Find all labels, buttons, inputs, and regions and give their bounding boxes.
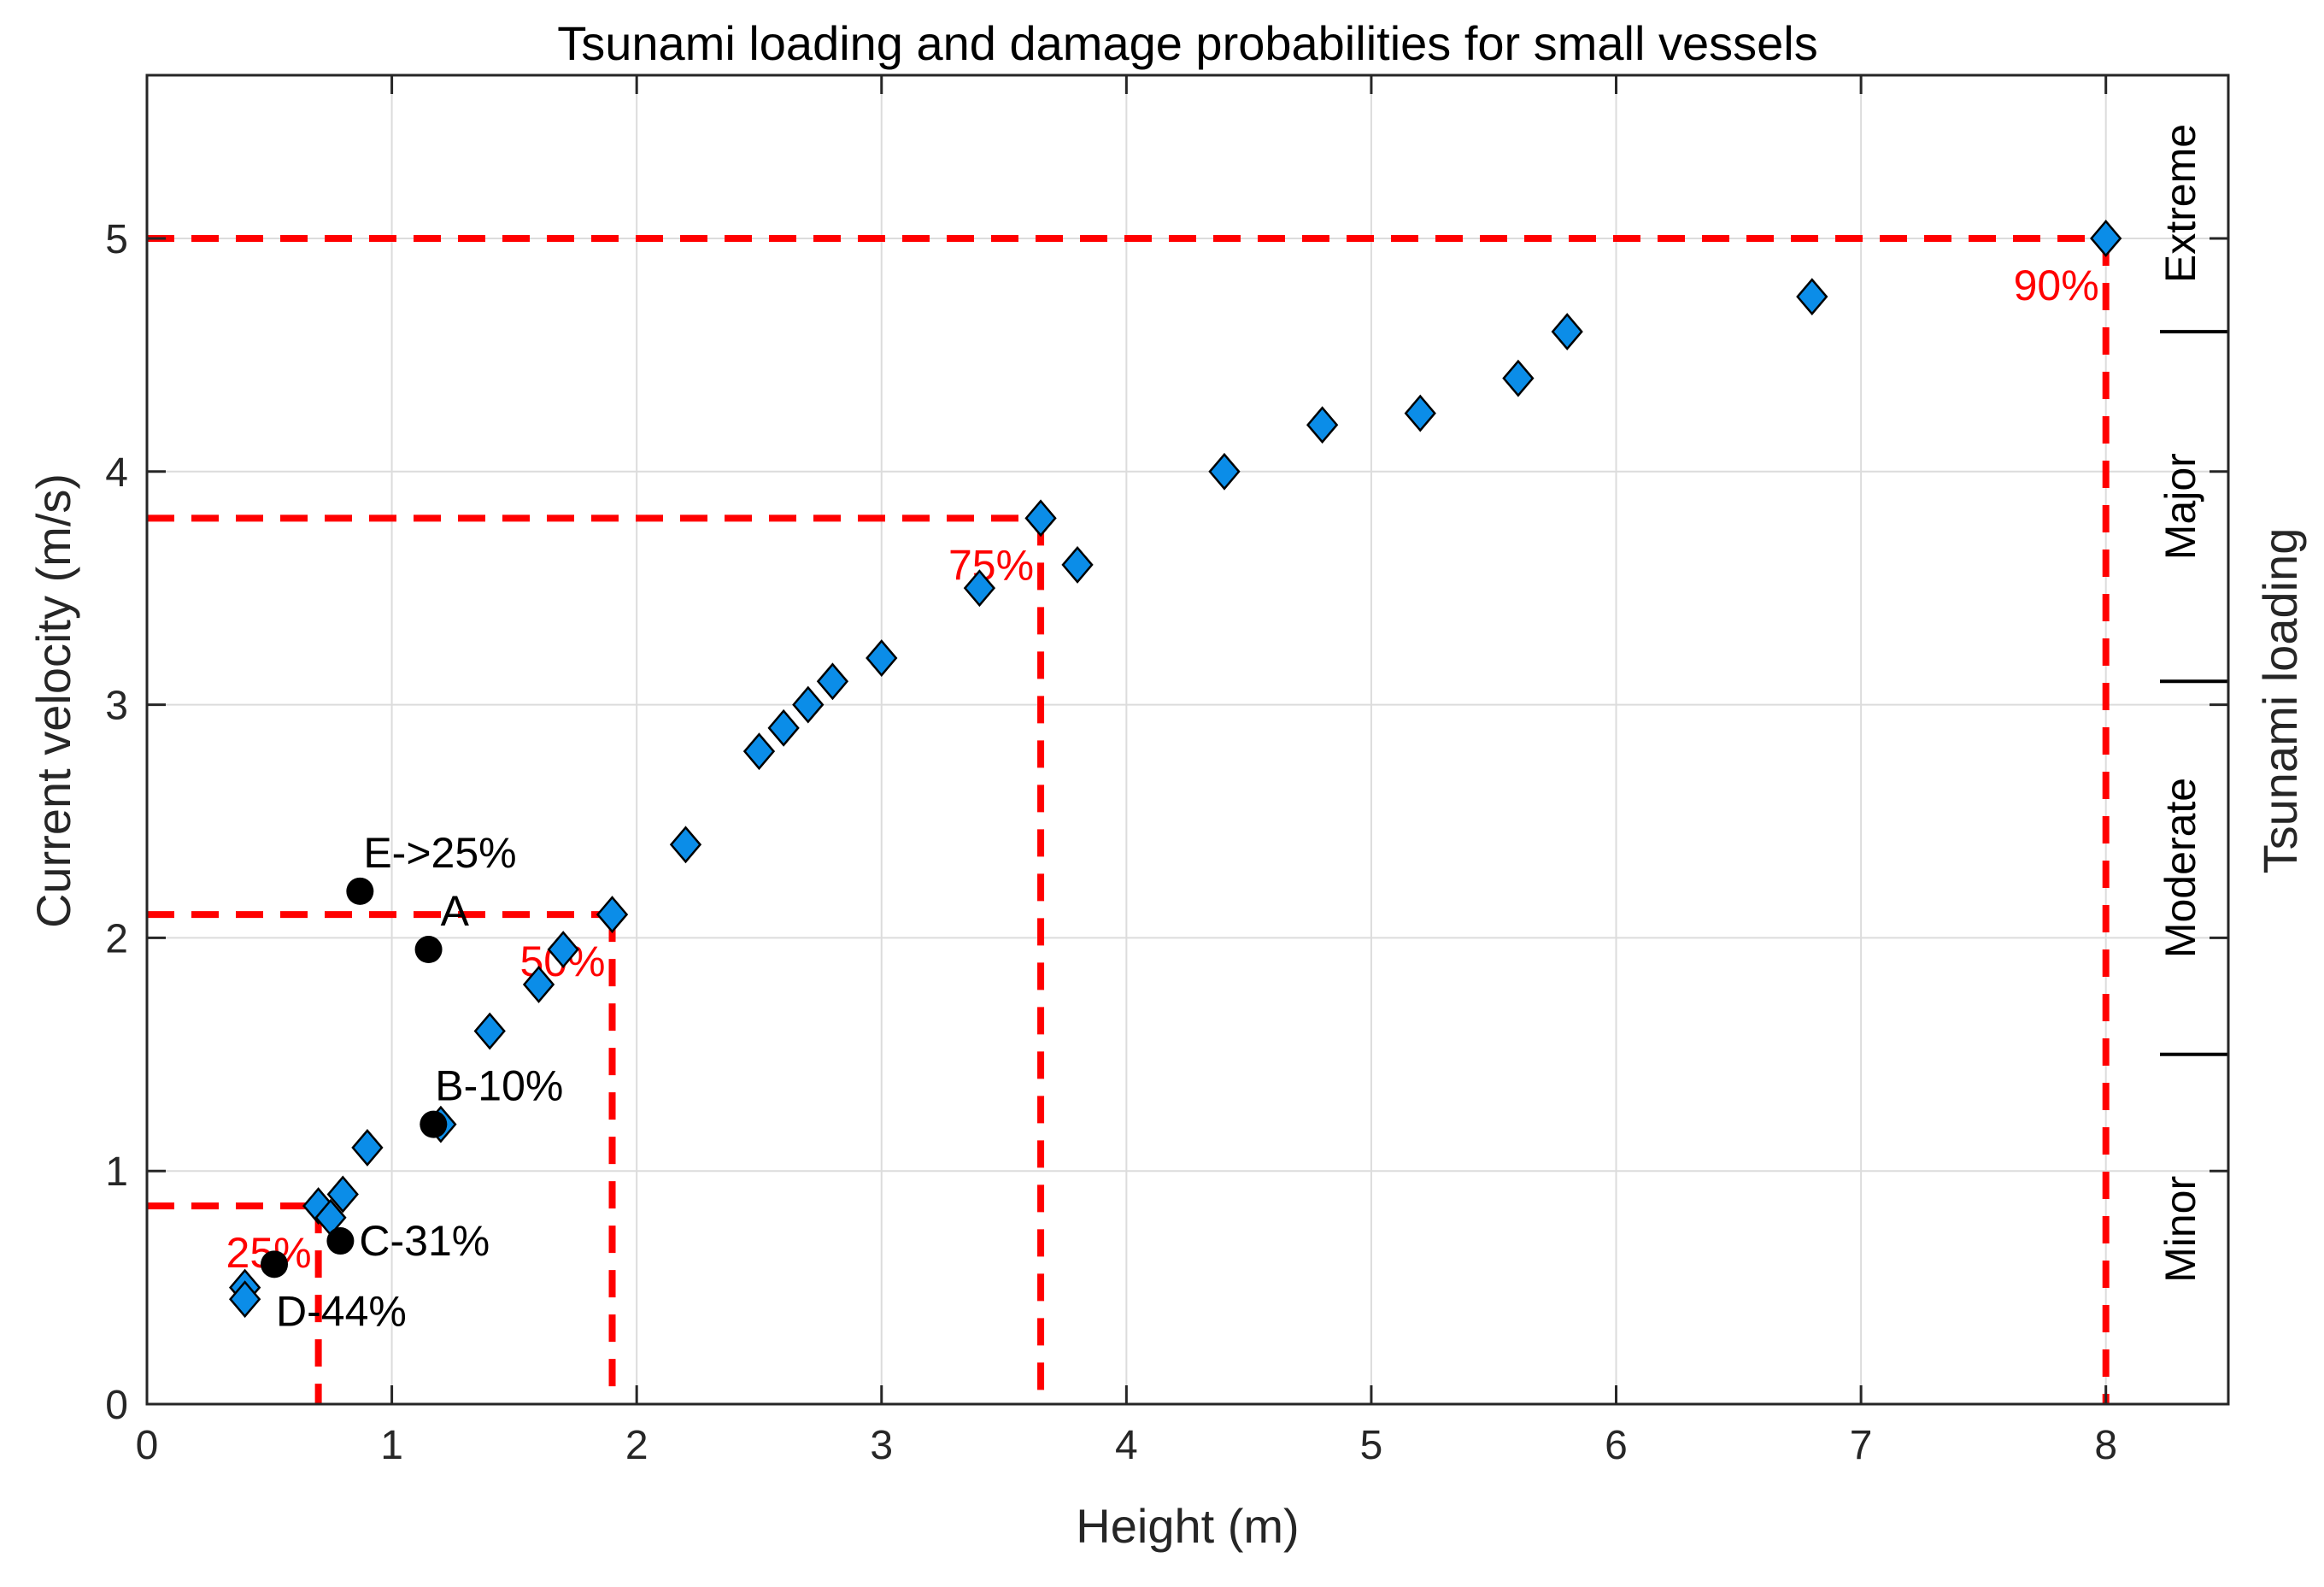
band-label-minor: Minor [2157, 1176, 2204, 1283]
diamond-marker [1404, 394, 1436, 432]
loading-bands: Minor Moderate Major Extreme [2157, 124, 2228, 1283]
x-tick-label: 8 [2094, 1423, 2117, 1468]
dot-marker [420, 1110, 448, 1138]
x-tick-label: 0 [136, 1423, 159, 1468]
diamond-marker [1306, 406, 1339, 444]
x-tick-label: 2 [625, 1423, 648, 1468]
x-tick-label: 3 [870, 1423, 893, 1468]
diamond-marker [1024, 499, 1057, 538]
x-axis-title: Height (m) [1076, 1499, 1299, 1553]
diamond-marker [351, 1128, 384, 1167]
band-label-extreme: Extreme [2157, 124, 2204, 283]
diamond-marker [228, 1280, 261, 1319]
x-tick-label: 7 [1850, 1423, 1873, 1468]
threshold-label: 75% [948, 541, 1034, 589]
plot-frame [145, 73, 2230, 1406]
case-label: C-31% [359, 1217, 490, 1265]
diamond-marker [742, 732, 776, 771]
band-label-major: Major [2157, 453, 2204, 560]
y-tick-label: 2 [105, 916, 128, 961]
case-label: E->25% [363, 829, 516, 877]
x-tick-label: 1 [380, 1423, 403, 1468]
dot-marker [346, 877, 374, 905]
diamond-marker [473, 1012, 506, 1050]
y-tick-label: 5 [105, 217, 128, 262]
y-tick-label: 1 [105, 1149, 128, 1195]
band-label-moderate: Moderate [2157, 778, 2204, 958]
diamond-marker [596, 896, 629, 934]
right-axis-title: Tsunami loading [2253, 528, 2307, 874]
diamond-marker [792, 685, 825, 724]
diamond-marker [963, 569, 996, 608]
diamond-marker [1061, 545, 1094, 584]
diamond-marker [866, 639, 898, 677]
chart-title: Tsunami loading and damage probabilities… [557, 16, 1817, 70]
diamond-marker [816, 662, 849, 701]
x-tick-label: 4 [1115, 1423, 1138, 1468]
diamond-marker [547, 931, 579, 968]
y-tick-label: 3 [105, 684, 128, 729]
diamond-marker [326, 1175, 359, 1214]
diamond-marker [1502, 359, 1535, 397]
y-tick-label: 0 [105, 1383, 128, 1428]
diamond-marker [2090, 220, 2122, 257]
threshold-label: 90% [2014, 262, 2099, 309]
case-label: D-44% [276, 1287, 407, 1335]
case-label: B-10% [435, 1062, 563, 1110]
diamond-marker [1208, 452, 1241, 491]
diamond-marker [1796, 278, 1828, 316]
x-tick-label: 5 [1360, 1423, 1383, 1468]
y-axis-title: Current velocity (m/s) [26, 473, 80, 928]
data-markers [228, 220, 2122, 1319]
diamond-marker [522, 966, 555, 1003]
case-label: A [441, 887, 470, 935]
dot-marker [414, 936, 443, 964]
annotations: E->25% A B-10% C-31% D-44% [276, 829, 563, 1335]
diamond-marker [767, 708, 800, 747]
diamond-marker [669, 826, 702, 864]
x-tick-label: 6 [1605, 1423, 1628, 1468]
y-tick-label: 4 [105, 450, 128, 496]
diamond-marker [1551, 313, 1583, 351]
dot-marker [261, 1250, 289, 1278]
dot-marker [326, 1227, 355, 1255]
grid [146, 75, 2228, 1405]
axis-ticks: 0 1 2 3 4 5 6 7 8 0 1 2 3 4 5 [105, 75, 2228, 1468]
